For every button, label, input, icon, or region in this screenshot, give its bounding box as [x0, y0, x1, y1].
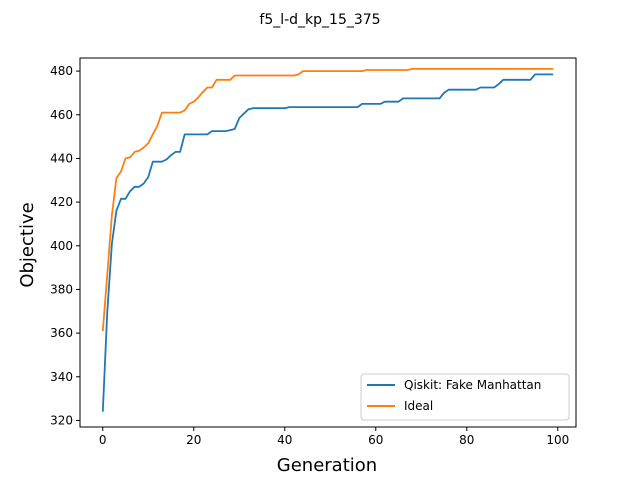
x-tick-label: 40: [277, 433, 292, 447]
y-axis-label: Objective: [17, 202, 38, 287]
y-tick-label: 340: [50, 370, 73, 384]
axes-frame: [79, 57, 577, 428]
legend: Qiskit: Fake Manhattan Ideal: [360, 373, 570, 421]
y-tick-label: 320: [50, 413, 73, 427]
series-layer: [101, 68, 554, 412]
x-tick-label: 0: [99, 433, 107, 447]
y-tick-label: 460: [50, 108, 73, 122]
x-axis-label: Generation: [277, 455, 377, 476]
x-tick-label: 100: [546, 433, 569, 447]
y-tick-label: 480: [50, 64, 73, 78]
legend-label-ideal: Ideal: [404, 399, 433, 413]
y-tick-label: 440: [50, 151, 73, 165]
y-tick-label: 380: [50, 282, 73, 296]
x-tick-label: 20: [186, 433, 201, 447]
series-line-0: [101, 73, 554, 412]
ticks-layer: 0 20 40 60 80 100 320 340 360 380 400 420 440 460 480: [50, 64, 569, 447]
legend-box: [360, 373, 570, 421]
legend-label-fake-manhattan: Qiskit: Fake Manhattan: [404, 378, 541, 392]
y-tick-label: 360: [50, 326, 73, 340]
chart-title: f5_l-d_kp_15_375: [259, 12, 380, 28]
series-line-1: [101, 68, 554, 331]
x-tick-label: 80: [459, 433, 474, 447]
y-tick-label: 420: [50, 195, 73, 209]
plot-area: [79, 57, 577, 428]
x-tick-label: 60: [368, 433, 383, 447]
y-tick-label: 400: [50, 239, 73, 253]
